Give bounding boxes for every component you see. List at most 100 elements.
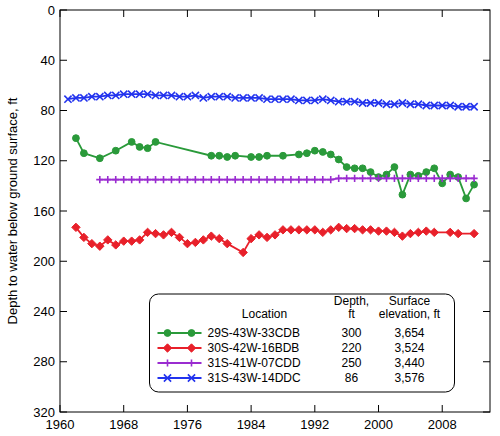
plot-frame [60,10,490,412]
series-marker [207,232,215,240]
series-marker [358,226,366,234]
series-marker [208,93,215,100]
series-marker [120,176,127,183]
series-marker [271,231,279,239]
series-marker [311,226,319,234]
series-marker [80,94,87,101]
series-marker [455,103,462,110]
series-marker [303,97,310,104]
series-marker [176,176,183,183]
y-tick-label: 120 [33,153,55,168]
series-marker [391,175,398,182]
series-marker [279,226,287,234]
series-marker [167,228,175,236]
series-marker [343,175,350,182]
series-marker [359,165,366,172]
series-marker [407,101,414,108]
series-marker [383,101,390,108]
series-marker [327,97,334,104]
legend-marker [188,374,195,381]
series-marker [415,175,422,182]
series-marker [423,175,430,182]
series-marker [248,94,255,101]
x-tick [378,10,379,17]
legend-marker [163,344,171,352]
series-marker [96,155,103,162]
series-marker [192,176,199,183]
series-marker [287,226,295,234]
y-tick [60,361,67,362]
series-marker [96,93,103,100]
x-tick [123,10,124,17]
series-marker [136,144,143,151]
series-marker [248,176,255,183]
series-marker [240,94,247,101]
series-marker [303,150,310,157]
y-tick [483,60,490,61]
x-tick-label: 1968 [109,417,138,432]
series-marker [143,228,151,236]
series-marker [224,154,231,161]
series-marker [191,238,199,246]
legend-label: 31S-41W-07CDD [208,356,301,370]
series-marker [398,232,406,240]
x-tick-label: 2008 [428,417,457,432]
legend-line [158,377,202,379]
y-tick [60,412,67,413]
legend-header-line: ft [348,307,355,321]
series-marker [406,229,414,237]
series-marker [256,154,263,161]
series-marker [152,139,159,146]
legend-depth: 300 [341,326,361,340]
y-tick [60,60,67,61]
y-tick [483,211,490,212]
y-tick-label: 280 [33,354,55,369]
x-tick [251,405,252,412]
series-marker [399,191,406,198]
series-marker [454,229,462,237]
series-marker [184,176,191,183]
legend-depth: 250 [341,356,361,370]
series-marker [232,152,239,159]
series-marker [463,103,470,110]
series-marker [96,176,103,183]
series-marker [359,99,366,106]
y-tick-label: 160 [33,204,55,219]
series-marker [463,195,470,202]
series-marker [168,92,175,99]
series-marker [112,241,120,249]
series-marker [295,176,302,183]
legend-marker [164,359,171,366]
x-tick [60,10,61,17]
y-tick [483,412,490,413]
series-marker [439,175,446,182]
legend-label: 31S-43W-14DDC [208,371,301,385]
series-marker [471,181,478,188]
series-marker [431,102,438,109]
series-marker [351,98,358,105]
series-marker [319,176,326,183]
series-marker [295,97,302,104]
series-marker [232,94,239,101]
series-marker [399,99,406,106]
legend-elevation: 3,524 [394,341,424,355]
legend-marker [188,330,195,337]
series-marker [311,176,318,183]
y-tick-label: 40 [41,53,55,68]
legend-label: 29S-43W-33CDB [208,326,300,340]
legend-header-line: elevation, ft [379,307,441,321]
y-tick [60,160,67,161]
series-marker [335,98,342,105]
series-marker [200,94,207,101]
y-tick [483,110,490,111]
series-marker [342,224,350,232]
series-marker [264,152,271,159]
series-marker [439,102,446,109]
series-marker [303,176,310,183]
data-area [64,91,478,257]
series-marker [120,237,128,245]
series-marker [319,149,326,156]
series-marker [367,169,374,176]
series-marker [319,96,326,103]
legend-header-line: Depth, [334,294,369,308]
